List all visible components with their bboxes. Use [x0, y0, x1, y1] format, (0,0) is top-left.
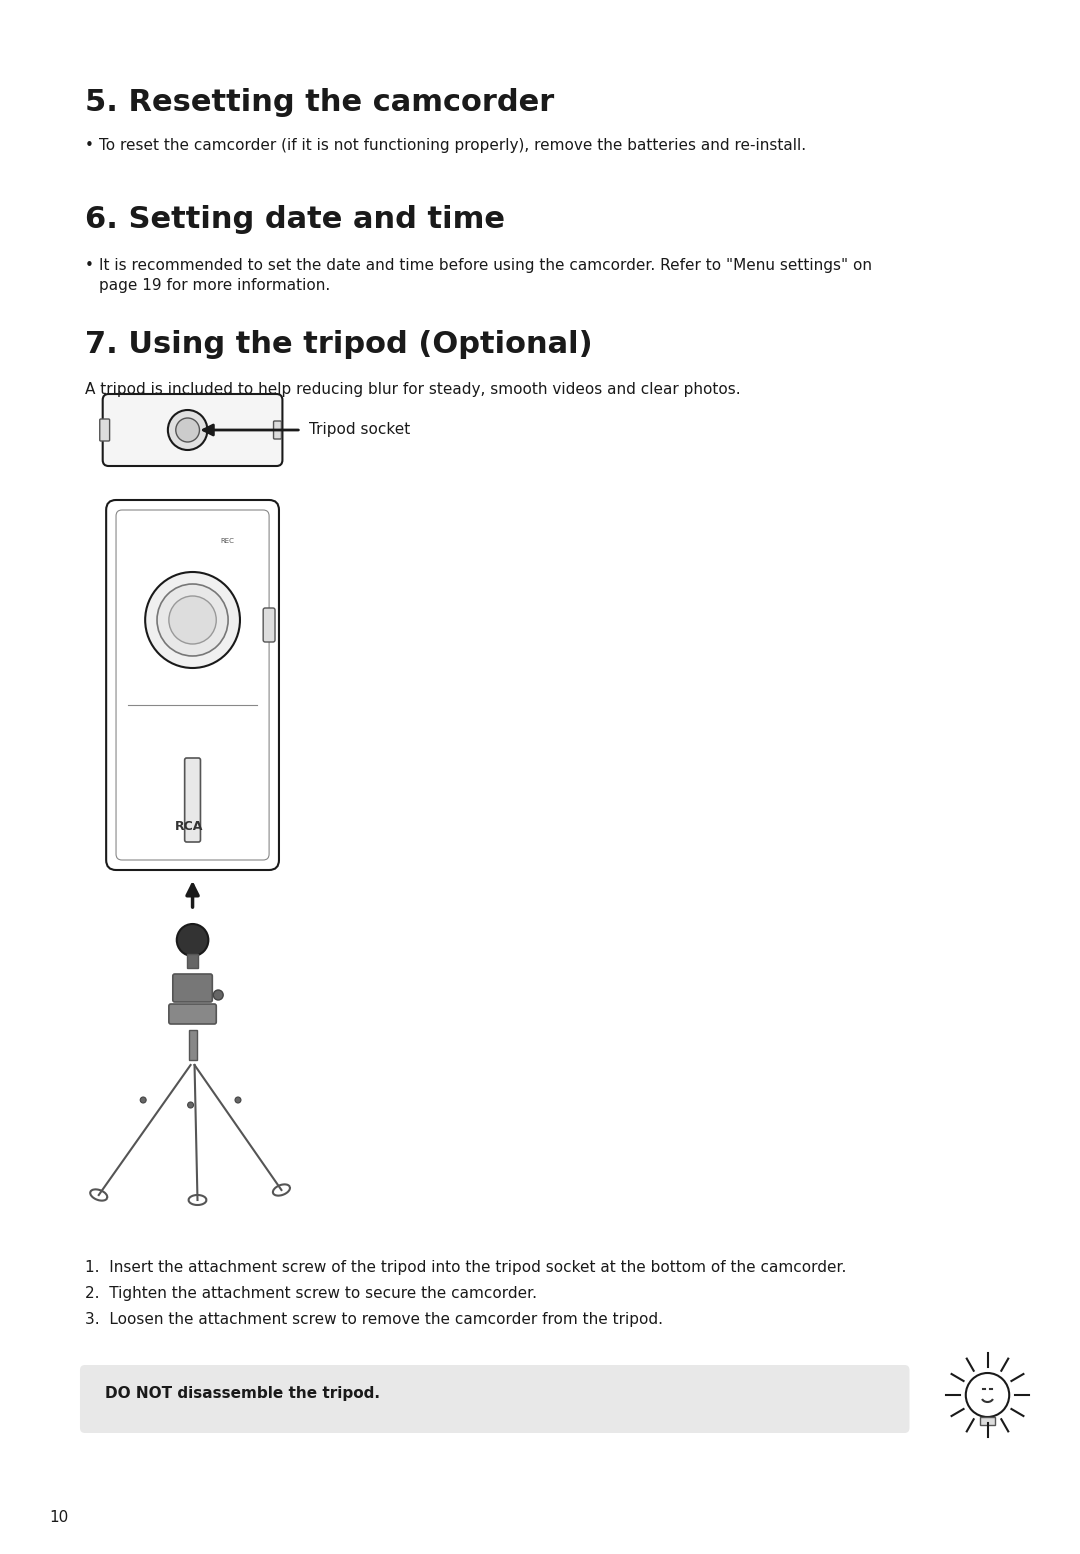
Circle shape: [168, 597, 216, 643]
Circle shape: [176, 418, 200, 441]
Bar: [187, 954, 199, 968]
Text: 1.  Insert the attachment screw of the tripod into the tripod socket at the bott: 1. Insert the attachment screw of the tr…: [85, 1260, 847, 1274]
Circle shape: [177, 925, 208, 956]
FancyBboxPatch shape: [273, 421, 282, 438]
Circle shape: [167, 410, 207, 451]
Circle shape: [235, 1097, 241, 1103]
Text: REC: REC: [220, 538, 234, 544]
Text: page 19 for more information.: page 19 for more information.: [98, 278, 330, 294]
Text: Tripod socket: Tripod socket: [309, 423, 410, 437]
Circle shape: [966, 1374, 1009, 1417]
Text: 6. Setting date and time: 6. Setting date and time: [85, 205, 505, 235]
Text: It is recommended to set the date and time before using the camcorder. Refer to : It is recommended to set the date and ti…: [98, 258, 872, 274]
FancyBboxPatch shape: [264, 608, 275, 642]
Text: 10: 10: [50, 1510, 69, 1524]
FancyBboxPatch shape: [103, 395, 283, 466]
FancyBboxPatch shape: [80, 1364, 909, 1433]
FancyBboxPatch shape: [168, 1004, 216, 1024]
Text: To reset the camcorder (if it is not functioning properly), remove the batteries: To reset the camcorder (if it is not fun…: [98, 138, 806, 152]
Text: 7. Using the tripod (Optional): 7. Using the tripod (Optional): [85, 329, 593, 359]
Text: 5. Resetting the camcorder: 5. Resetting the camcorder: [85, 89, 554, 117]
Text: RCA: RCA: [175, 821, 203, 833]
Bar: [980, 1417, 996, 1425]
Circle shape: [157, 584, 228, 656]
Circle shape: [145, 572, 240, 668]
FancyBboxPatch shape: [99, 420, 109, 441]
FancyBboxPatch shape: [173, 974, 213, 1002]
Text: •: •: [85, 138, 94, 152]
Circle shape: [214, 990, 224, 1001]
Circle shape: [188, 1102, 193, 1108]
Circle shape: [140, 1097, 146, 1103]
Text: 2.  Tighten the attachment screw to secure the camcorder.: 2. Tighten the attachment screw to secur…: [85, 1287, 537, 1301]
FancyBboxPatch shape: [106, 500, 279, 870]
Text: DO NOT disassemble the tripod.: DO NOT disassemble the tripod.: [105, 1386, 380, 1402]
FancyBboxPatch shape: [185, 758, 201, 842]
Text: A tripod is included to help reducing blur for steady, smooth videos and clear p: A tripod is included to help reducing bl…: [85, 382, 741, 396]
Bar: [189, 1030, 197, 1060]
Text: 3.  Loosen the attachment screw to remove the camcorder from the tripod.: 3. Loosen the attachment screw to remove…: [85, 1312, 663, 1327]
Text: •: •: [85, 258, 94, 274]
